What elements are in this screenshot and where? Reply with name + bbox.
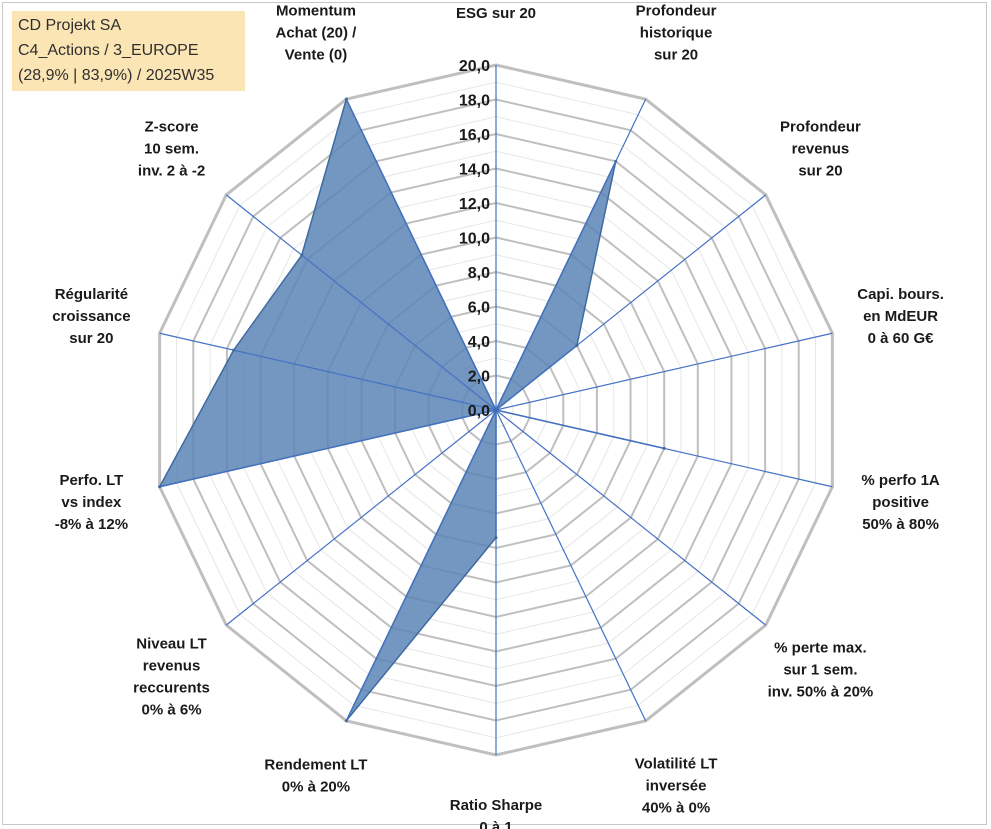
axis-spoke (345, 98, 497, 411)
info-company: CD Projekt SA (18, 17, 122, 34)
info-category: C4_Actions / 3_EUROPE (18, 42, 199, 59)
axis-label-line: reccurents (133, 679, 210, 696)
axis-spoke (495, 332, 833, 411)
axis-spoke (495, 409, 647, 722)
axis-label-line: ESG sur 20 (456, 5, 536, 22)
axis-label-line: positive (872, 494, 929, 511)
axis-label: Niveau LT revenus reccurents 0% à 6% (133, 635, 210, 718)
data-point (344, 719, 348, 723)
axis-label-line: Momentum (276, 2, 356, 19)
data-point (575, 343, 579, 347)
axis-label-line: Régularité (55, 286, 128, 303)
data-point (614, 159, 618, 163)
axis-label: Volatilité LT inversée 40% à 0% (635, 756, 718, 817)
data-point (158, 485, 162, 489)
axis-label-line: vs index (61, 494, 122, 511)
axis-label-line: 0% à 20% (282, 779, 350, 796)
radial-tick-label: 12,0 (459, 196, 490, 213)
data-point (300, 253, 304, 257)
axis-label-line: croissance (52, 308, 130, 325)
axis-spoke (225, 194, 497, 411)
axis-spoke (495, 409, 767, 626)
axis-label-line: 50% à 80% (862, 516, 939, 533)
axis-label: Régularité croissance sur 20 (52, 286, 130, 347)
radial-tick-label: 14,0 (459, 162, 490, 179)
data-point (232, 348, 236, 352)
axis-label-line: 10 sem. (144, 140, 199, 157)
axis-label-line: 0 à 60 G€ (868, 330, 935, 347)
info-box: CD Projekt SA C4_Actions / 3_EUROPE (28,… (12, 11, 245, 91)
axis-label-line: Niveau LT (136, 635, 207, 652)
axis-label-line: % perte max. (774, 640, 867, 657)
axis-spoke (345, 409, 497, 722)
radial-tick-label: 0,0 (468, 403, 490, 420)
axis-label-line: Vente (0) (285, 46, 348, 63)
data-point (344, 97, 348, 101)
axis-label-line: sur 20 (798, 162, 842, 179)
axis-label-line: sur 20 (654, 46, 698, 63)
axis-label-line: inv. 2 à -2 (138, 162, 205, 179)
axis-label-line: 40% à 0% (642, 800, 710, 817)
axis-label: Profondeur historique sur 20 (636, 2, 717, 63)
axis-label-line: Achat (20) / (276, 24, 358, 41)
axis-label-line: % perfo 1A (861, 472, 940, 489)
radial-tick-label: 10,0 (459, 231, 490, 248)
axis-label-line: sur 20 (69, 330, 113, 347)
radial-tick-label: 4,0 (468, 334, 490, 351)
axis-label-line: 0 à 1 (479, 819, 512, 829)
axis-label-line: Capi. bours. (857, 286, 944, 303)
axis-label: Ratio Sharpe 0 à 1 (450, 797, 543, 829)
axis-label-line: Profondeur (636, 2, 717, 19)
data-point (662, 446, 666, 450)
axis-label-line: Z-score (144, 118, 198, 135)
axis-label-line: revenus (143, 657, 201, 674)
axis-label-line: Volatilité LT (635, 756, 718, 773)
axis-label-line: inversée (646, 778, 707, 795)
axis-label-line: revenus (792, 140, 850, 157)
axis-label: Perfo. LT vs index -8% à 12% (55, 472, 128, 533)
axis-spoke (159, 332, 497, 411)
axis-label: Capi. bours. en MdEUR 0 à 60 G€ (857, 286, 944, 347)
axis-spoke (225, 409, 497, 626)
axis-label-line: Rendement LT (264, 757, 367, 774)
radial-tick-label: 16,0 (459, 127, 490, 144)
axis-label-line: sur 1 sem. (783, 662, 857, 679)
axis-label-line: Perfo. LT (59, 472, 123, 489)
axis-label-line: inv. 50% à 20% (768, 684, 874, 701)
data-point (494, 408, 498, 412)
info-stats: (28,9% | 83,9%) / 2025W35 (18, 67, 215, 84)
axis-label-line: 0% à 6% (142, 701, 202, 718)
axis-label: % perfo 1A positive 50% à 80% (861, 472, 940, 533)
axis-label-line: en MdEUR (863, 308, 938, 325)
radial-tick-label: 6,0 (468, 300, 490, 317)
axis-spoke (159, 409, 497, 488)
axis-label: % perte max. sur 1 sem. inv. 50% à 20% (768, 640, 874, 701)
axis-label: Profondeur revenus sur 20 (780, 118, 861, 179)
axis-label: NoteESG sur 20 (456, 0, 536, 22)
radial-tick-label: 18,0 (459, 93, 490, 110)
data-point (494, 536, 498, 540)
axis-label-line: Ratio Sharpe (450, 797, 543, 814)
axis-label: Z-score 10 sem. inv. 2 à -2 (138, 118, 205, 179)
radial-tick-label: 2,0 (468, 369, 490, 386)
axis-label-line: historique (640, 24, 713, 41)
data-series-polygon (158, 97, 665, 722)
radial-tick-label: 20,0 (459, 58, 490, 75)
axis-spoke (495, 98, 647, 411)
axis-spoke (495, 194, 767, 411)
axis-label-line: Profondeur (780, 118, 861, 135)
radial-tick-label: 8,0 (468, 265, 490, 282)
axis-label-line: -8% à 12% (55, 516, 128, 533)
axis-label: Momentum Achat (20) / Vente (0) (276, 2, 358, 63)
axis-label: Rendement LT 0% à 20% (264, 757, 367, 796)
